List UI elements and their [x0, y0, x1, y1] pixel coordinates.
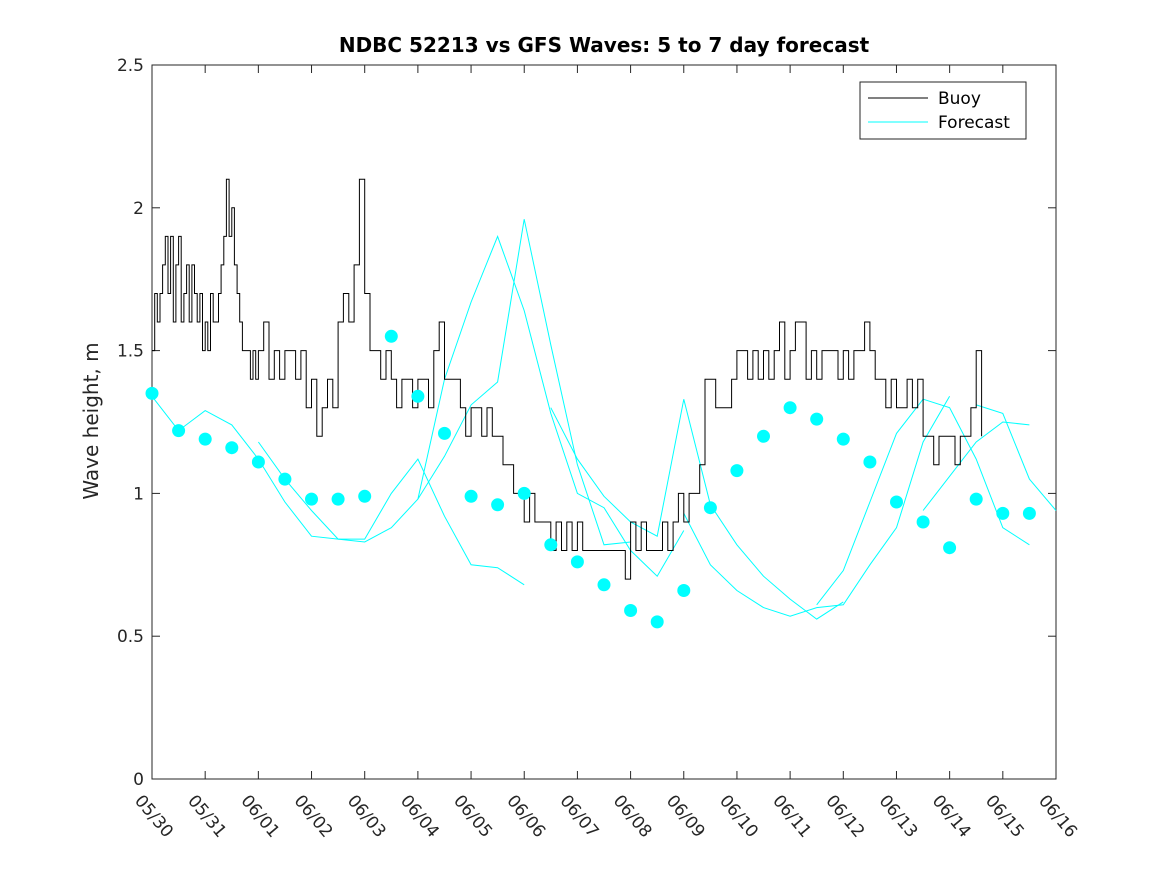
x-tick-label: 06/08 — [609, 791, 656, 841]
forecast-point — [597, 578, 611, 592]
x-tick-label: 06/06 — [502, 791, 549, 841]
x-tick-label: 06/10 — [715, 791, 762, 841]
forecast-point — [570, 555, 584, 569]
x-tick-label: 06/11 — [768, 791, 815, 841]
forecast-point — [624, 604, 638, 617]
forecast-point — [890, 495, 903, 509]
forecast-point — [863, 455, 877, 469]
forecast-series — [145, 329, 1036, 629]
forecast-point — [1022, 506, 1036, 520]
legend-forecast-label: Forecast — [938, 113, 1010, 133]
forecast-point — [198, 432, 212, 446]
forecast-point — [916, 515, 930, 529]
forecast-point — [251, 455, 265, 469]
x-tick-label: 06/13 — [875, 791, 922, 841]
buoy-series — [152, 178, 983, 580]
y-tick-label: 1.5 — [117, 342, 144, 362]
x-tick-label: 06/12 — [821, 791, 868, 841]
legend-buoy-label: Buoy — [938, 89, 981, 109]
x-tick-label: 06/04 — [396, 791, 443, 841]
y-tick-label: 2 — [133, 199, 144, 219]
forecast-point — [969, 492, 983, 506]
x-tick-label: 06/07 — [556, 791, 603, 841]
forecast-point — [810, 412, 824, 426]
y-tick-label: 2.5 — [117, 56, 144, 76]
x-tick-label: 06/14 — [928, 791, 975, 841]
forecast-point — [358, 489, 372, 503]
forecast-point — [491, 498, 505, 512]
forecast-point — [225, 441, 239, 455]
x-tick-label: 06/09 — [662, 791, 709, 841]
forecast-trace-line — [257, 219, 631, 546]
forecast-point — [783, 401, 797, 415]
forecast-point — [305, 492, 318, 506]
x-tick-label: 06/01 — [237, 791, 284, 841]
y-axis-label: Wave height, m — [79, 342, 103, 499]
forecast-point — [836, 432, 850, 446]
forecast-point — [278, 472, 292, 486]
forecast-trace-line — [922, 421, 1030, 511]
forecast-point — [438, 426, 451, 440]
axes-box — [151, 64, 1057, 780]
forecast-point — [996, 506, 1010, 520]
forecast-point — [464, 489, 478, 503]
buoy-line — [152, 178, 983, 580]
forecast-point — [331, 492, 345, 506]
x-tick-label: 06/02 — [290, 791, 337, 841]
forecast-point — [730, 464, 744, 478]
legend-box — [859, 81, 1027, 140]
forecast-point — [650, 615, 664, 629]
x-tick-label: 06/05 — [449, 791, 496, 841]
y-tick-label: 1 — [133, 484, 144, 504]
forecast-point — [411, 389, 425, 403]
forecast-point — [172, 424, 186, 438]
forecast-point — [145, 386, 159, 400]
y-tick-label: 0.5 — [117, 627, 144, 647]
forecast-trace-line — [550, 399, 844, 620]
y-tick-label: 0 — [133, 770, 144, 790]
x-tick-label: 06/15 — [981, 791, 1028, 841]
forecast-point — [384, 329, 398, 343]
x-tick-label: 05/31 — [183, 791, 230, 841]
forecast-point — [517, 486, 531, 500]
x-tick-label: 05/30 — [130, 791, 177, 841]
forecast-trace-line — [417, 234, 685, 578]
forecast-point — [703, 501, 717, 515]
forecast-trace-line — [683, 396, 951, 617]
legend: Buoy Forecast — [859, 81, 1027, 140]
forecast-point — [943, 541, 957, 555]
forecast-trace-line — [976, 404, 1057, 511]
y-axis: 0 0.5 1 1.5 2 2.5 — [117, 56, 1056, 790]
x-tick-label: 06/03 — [343, 791, 390, 841]
plot-area: 05/30 05/31 06/01 06/02 06/03 06/04 06/05 06/06… — [117, 56, 1081, 842]
forecast-point — [757, 429, 770, 443]
chart-title: NDBC 52213 vs GFS Waves: 5 to 7 day fore… — [339, 33, 870, 57]
forecast-point — [677, 584, 691, 597]
forecast-point — [544, 538, 558, 552]
x-tick-label: 06/16 — [1034, 791, 1081, 841]
